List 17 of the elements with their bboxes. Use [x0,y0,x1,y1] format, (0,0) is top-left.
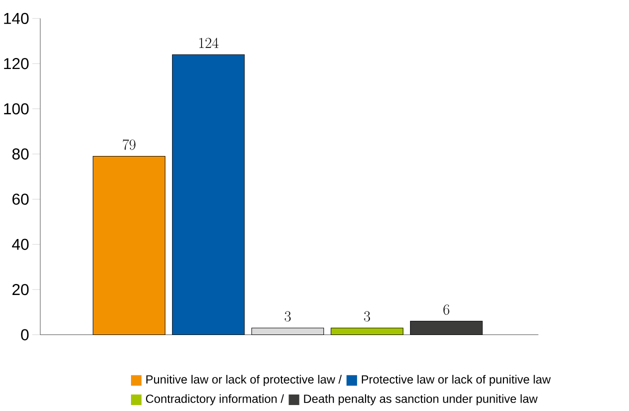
y-tick-label: 60 [12,194,29,205]
legend-label: Protective law or lack of punitive law [362,374,551,386]
data-label: 79 [122,139,136,150]
legend-label: Death penalty as sanction under punitive law [304,394,538,406]
data-label: 6 [443,304,450,315]
y-tick-label: 80 [12,148,29,160]
data-label: 3 [364,311,370,322]
y-tick-label: 140 [4,12,29,24]
y-tick-label: 40 [12,238,29,250]
y-tick-label: 120 [4,58,29,70]
y-tick-label: 100 [4,103,29,114]
data-label: 3 [284,311,291,322]
y-tick-label: 20 [12,284,29,296]
legend-label: Punitive law or lack of protective law / [146,374,342,386]
data-label: 124 [199,38,218,48]
legend-label: Contradictory information / [146,394,284,406]
y-tick-label: 0 [21,329,29,340]
